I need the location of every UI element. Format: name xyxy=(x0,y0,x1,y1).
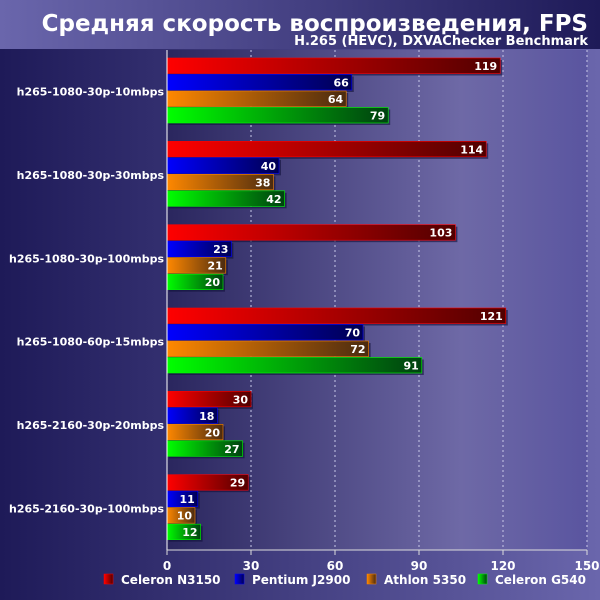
bar-value-label: 119 xyxy=(474,60,497,73)
bar-value-label: 12 xyxy=(182,526,197,539)
bar-value-label: 30 xyxy=(233,393,249,406)
category-label: h265-1080-30p-10mbps xyxy=(17,86,165,99)
legend-label: Celeron G540 xyxy=(495,573,586,587)
bar-value-label: 18 xyxy=(199,410,214,423)
bar-value-label: 29 xyxy=(230,477,245,490)
title-band xyxy=(0,0,600,49)
x-tick-label: 60 xyxy=(327,559,344,573)
bar-value-label: 10 xyxy=(177,510,193,523)
bar-value-label: 42 xyxy=(266,193,281,206)
category-label: h265-2160-30p-100mbps xyxy=(9,502,164,515)
bar-value-label: 20 xyxy=(205,426,221,439)
category-label: h265-1080-30p-100mbps xyxy=(9,252,164,265)
bar-value-label: 23 xyxy=(213,243,228,256)
bar xyxy=(166,357,423,374)
bar-value-label: 91 xyxy=(403,360,418,373)
x-tick-label: 120 xyxy=(490,559,515,573)
bar-value-label: 27 xyxy=(224,443,239,456)
bar xyxy=(166,141,487,158)
bar-value-label: 38 xyxy=(255,176,270,189)
bar xyxy=(166,307,507,324)
bar-value-label: 70 xyxy=(345,327,361,340)
bar xyxy=(166,74,353,91)
bar-value-label: 79 xyxy=(370,110,385,123)
bar-value-label: 11 xyxy=(179,493,194,506)
bar xyxy=(166,107,389,124)
legend-swatch xyxy=(366,573,377,585)
category-label: h265-2160-30p-20mbps xyxy=(17,419,165,432)
x-tick-label: 150 xyxy=(574,559,599,573)
bar-value-label: 114 xyxy=(460,143,483,156)
bar xyxy=(166,324,364,341)
bar-value-label: 103 xyxy=(429,227,452,240)
bar-value-label: 20 xyxy=(205,276,221,289)
x-tick-label: 90 xyxy=(411,559,428,573)
bar-value-label: 121 xyxy=(480,310,503,323)
x-tick-label: 30 xyxy=(243,559,260,573)
category-label: h265-1080-30p-30mbps xyxy=(17,169,165,182)
chart-title: Средняя скорость воспроизведения, FPS xyxy=(42,11,588,37)
bar xyxy=(166,57,501,74)
legend-swatch xyxy=(477,573,488,585)
legend-label: Celeron N3150 xyxy=(121,573,221,587)
bar xyxy=(166,90,347,107)
legend-label: Athlon 5350 xyxy=(384,573,466,587)
bar-value-label: 66 xyxy=(333,77,349,90)
bar-value-label: 72 xyxy=(350,343,365,356)
bar-value-label: 21 xyxy=(207,260,222,273)
bar-value-label: 64 xyxy=(328,93,344,106)
bar-value-label: 40 xyxy=(261,160,277,173)
bar xyxy=(166,340,369,357)
chart-subtitle: H.265 (HEVC), DXVAChecker Benchmark xyxy=(294,34,588,49)
bar xyxy=(166,224,456,241)
legend-swatch xyxy=(103,573,114,585)
plot-area xyxy=(167,50,587,550)
legend-label: Pentium J2900 xyxy=(252,573,350,587)
category-label: h265-1080-60p-15mbps xyxy=(17,336,165,349)
legend-swatch xyxy=(234,573,245,585)
x-tick-label: 0 xyxy=(163,559,171,573)
